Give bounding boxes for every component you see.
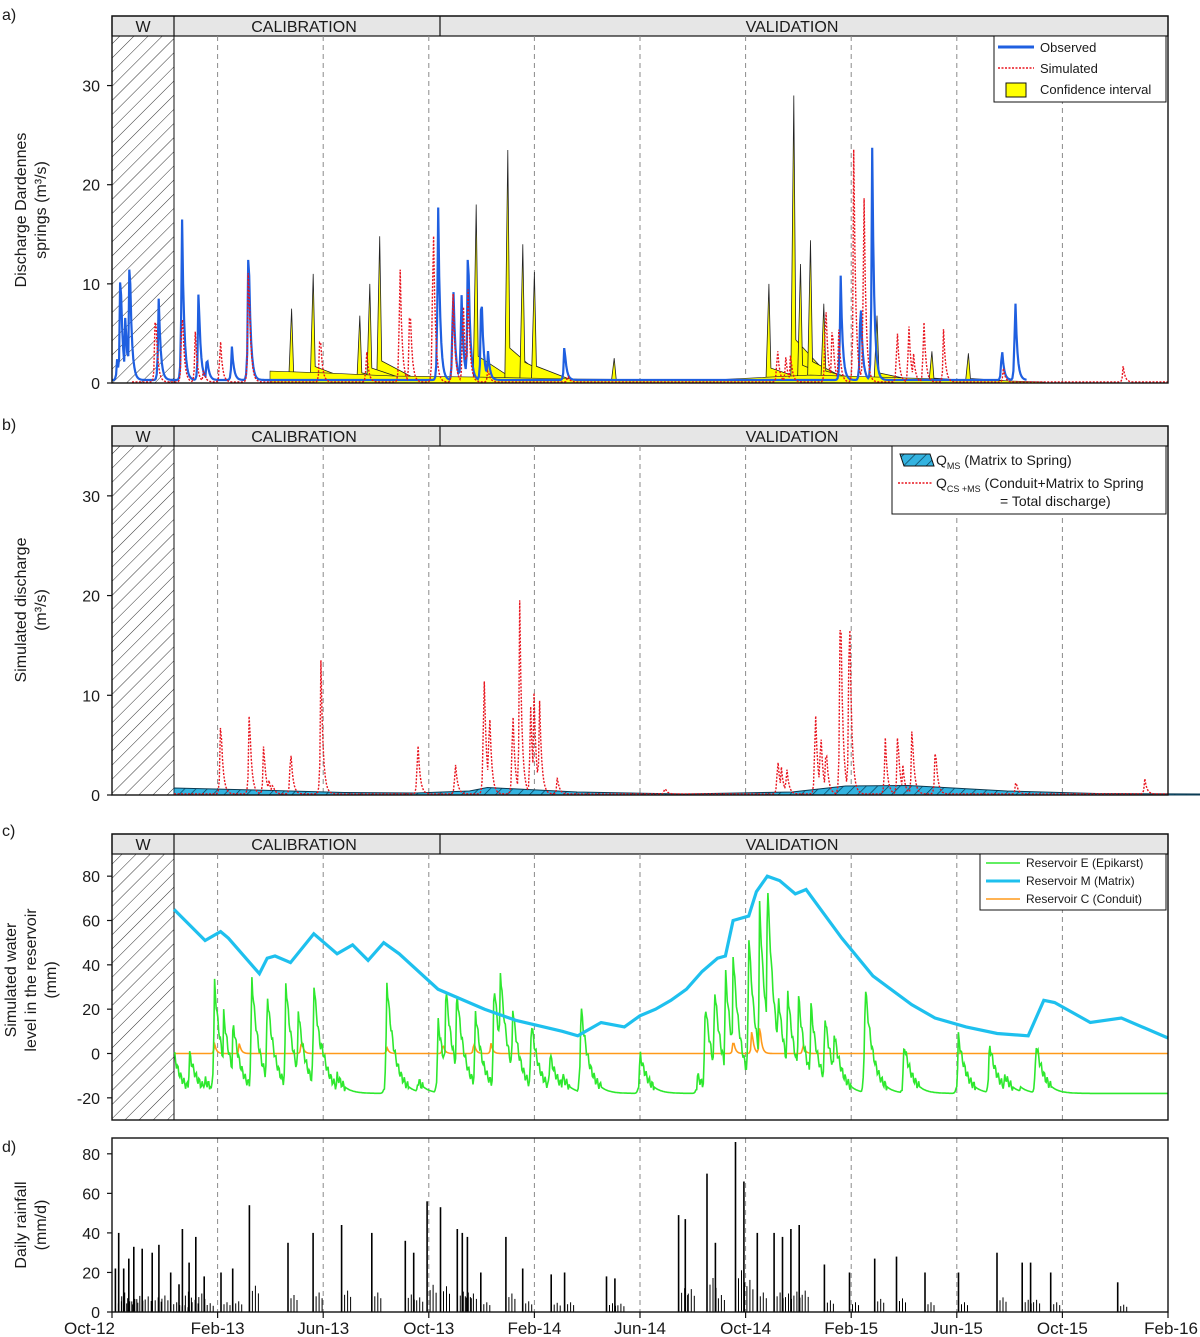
y-tick-label: 80 (82, 869, 100, 886)
panel-a-label: a) (2, 7, 16, 24)
panel-a-gridlines (217, 36, 1063, 383)
ci-spike (928, 351, 973, 384)
panel-c-label: c) (2, 823, 15, 840)
panel-c-reservoir-levels: c) Simulated water level in the reservoi… (2, 823, 1169, 1121)
panel-c-yaxis: -20 0 20 40 60 80 (77, 869, 112, 1108)
panel-a-confidence-interval (269, 95, 1044, 384)
panel-a-period-w: W (135, 19, 151, 36)
y-tick-label: 10 (82, 688, 100, 705)
y-tick-label: 80 (82, 1147, 100, 1164)
legend-qcs-ms-line2: = Total discharge) (1000, 493, 1111, 509)
legend-observed: Observed (1040, 40, 1096, 55)
panel-c-period-calibration: CALIBRATION (251, 837, 357, 854)
panel-c-period-w: W (135, 837, 151, 854)
series-reservoir-c (174, 1028, 1168, 1055)
legend-qms: QMS (Matrix to Spring) (936, 452, 1072, 471)
panel-b-period-w: W (135, 429, 151, 446)
panel-d-ylabel-line2: (mm/d) (33, 1200, 50, 1251)
y-tick-label: -20 (77, 1091, 100, 1108)
panel-a-discharge: a) Discharge Dardennes springs (m³/s) W … (2, 7, 1169, 393)
y-tick-label: 0 (91, 788, 100, 805)
panel-c-ylabel-line1: Simulated water (3, 922, 20, 1037)
y-tick-label: 30 (82, 79, 100, 96)
x-tick-label: Jun-14 (614, 1319, 666, 1337)
x-tick-label: Jun-15 (931, 1319, 983, 1337)
panel-a-frame (111, 15, 1169, 384)
panel-a-yaxis: 0 10 20 30 (82, 79, 112, 393)
panel-a-ylabel-line2: springs (m³/s) (33, 161, 50, 259)
panel-c-period-validation: VALIDATION (746, 837, 839, 854)
series-daily-rainfall (114, 1142, 1128, 1312)
series-observed (112, 147, 1027, 382)
panel-c-ylabel-line2: level in the reservoir (23, 908, 40, 1052)
panel-b-yaxis: 0 10 20 30 (82, 489, 112, 805)
x-tick-label: Feb-14 (507, 1319, 561, 1337)
panel-d-label: d) (2, 1139, 16, 1156)
panel-a-period-calibration: CALIBRATION (251, 19, 357, 36)
ci-spike (504, 149, 549, 384)
y-tick-label: 0 (91, 1047, 100, 1064)
x-tick-label: Feb-13 (191, 1319, 245, 1337)
x-tick-label: Oct-15 (1037, 1319, 1088, 1337)
panel-a-ylabel-line1: Discharge Dardennes (13, 133, 30, 288)
y-tick-label: 20 (82, 1002, 100, 1019)
y-tick-label: 10 (82, 277, 100, 294)
y-tick-label: 20 (82, 178, 100, 195)
panel-b-ylabel-line1: Simulated discharge (13, 537, 30, 682)
panel-c-legend: Reservoir E (Epikarst) Reservoir M (Matr… (979, 853, 1167, 911)
legend-qcs-ms: QCS +MS (Conduit+Matrix to Spring (936, 475, 1144, 494)
y-tick-label: 60 (82, 914, 100, 931)
legend-qms-swatch (899, 453, 935, 467)
panel-d-rainfall: d) Daily rainfall (mm/d) 0 20 40 60 80 (2, 1137, 1169, 1322)
panel-a-period-validation: VALIDATION (746, 19, 839, 36)
y-tick-label: 0 (91, 1305, 100, 1322)
panel-b-ylabel-line2: (m³/s) (33, 589, 50, 631)
panel-c-frame (111, 833, 1169, 1121)
panel-c-gridlines (217, 854, 1063, 1120)
series-qcs-ms (174, 600, 1168, 795)
series-simulated (132, 149, 1168, 383)
y-tick-label: 40 (82, 1226, 100, 1243)
panel-c-ylabel-line3: (mm) (43, 961, 60, 998)
y-tick-label: 0 (91, 376, 100, 393)
x-tick-label: Oct-14 (720, 1319, 771, 1337)
panel-b-simulated-discharge: b) Simulated discharge (m³/s) W CALIBRAT… (2, 417, 1200, 805)
panel-b-period-validation: VALIDATION (746, 429, 839, 446)
y-tick-label: 20 (82, 1265, 100, 1282)
panel-b-label: b) (2, 417, 16, 434)
x-tick-label: Oct-12 (64, 1319, 115, 1337)
x-tick-label: Oct-13 (403, 1319, 454, 1337)
ci-spike (530, 271, 575, 384)
series-reservoir-m (172, 874, 1169, 1040)
y-tick-label: 60 (82, 1186, 100, 1203)
y-tick-label: 20 (82, 589, 100, 606)
panel-a-legend: Observed Simulated Confidence interval (993, 35, 1167, 103)
x-tick-label: Jun-13 (297, 1319, 349, 1337)
ci-spike (309, 273, 354, 384)
legend-confidence-interval: Confidence interval (1040, 82, 1151, 97)
panel-d-yaxis: 0 20 40 60 80 (82, 1147, 112, 1322)
legend-reservoir-e: Reservoir E (Epikarst) (1026, 856, 1143, 870)
x-tick-label: Feb-15 (824, 1319, 878, 1337)
series-reservoir-e (173, 892, 1168, 1095)
x-tick-label: Feb-16 (1144, 1319, 1198, 1337)
legend-ci-swatch (1005, 82, 1027, 98)
panel-b-period-calibration: CALIBRATION (251, 429, 357, 446)
y-tick-label: 40 (82, 958, 100, 975)
panel-c-warmup-hatch (111, 853, 175, 1121)
legend-reservoir-c: Reservoir C (Conduit) (1026, 892, 1142, 906)
legend-simulated: Simulated (1040, 61, 1098, 76)
panel-b-frame (111, 425, 1169, 796)
x-axis: Oct-12 Feb-13 Jun-13 Oct-13 Feb-14 Jun-14 Oct-… (64, 1312, 1198, 1337)
legend-reservoir-m: Reservoir M (Matrix) (1026, 874, 1135, 888)
panel-d-gridlines (217, 1138, 1063, 1312)
panel-d-ylabel-line1: Daily rainfall (13, 1181, 30, 1268)
panel-b-warmup-hatch (111, 445, 175, 796)
y-tick-label: 30 (82, 489, 100, 506)
panel-b-legend: QMS (Matrix to Spring) QCS +MS (Conduit+… (891, 445, 1167, 515)
